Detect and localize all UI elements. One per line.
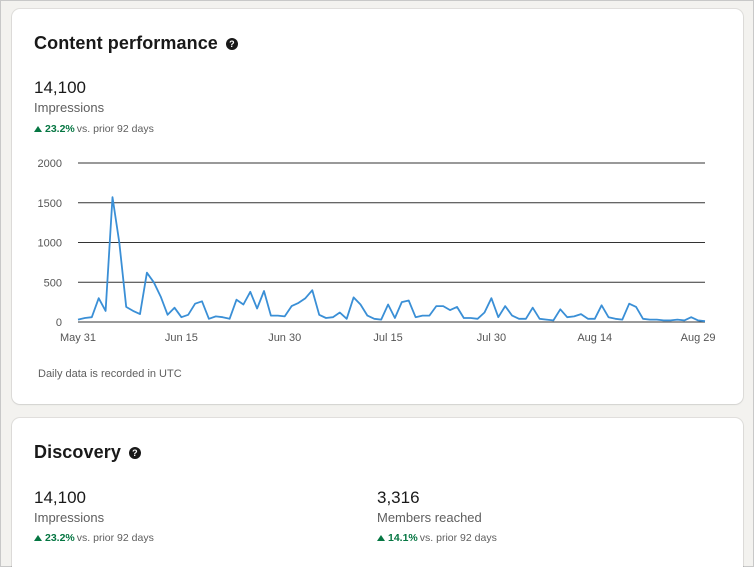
discovery-impressions-label: Impressions [34,510,105,525]
y-tick-label: 1000 [38,238,62,250]
change-percent: 23.2% [45,532,75,544]
utc-footnote: Daily data is recorded in UTC [38,368,182,380]
members-reached-change: 14.1% vs. prior 92 days [377,532,497,544]
discovery-title: Discovery [34,442,121,462]
discovery-card: Discovery ? 14,100 Impressions 23.2% vs.… [12,418,743,567]
impressions-value: 14,100 [34,78,86,97]
x-tick-label: Aug 14 [577,332,612,344]
impressions-change: 23.2% vs. prior 92 days [34,123,154,135]
discovery-impressions-change: 23.2% vs. prior 92 days [34,532,154,544]
x-tick-label: Jun 30 [268,332,301,344]
change-suffix: vs. prior 92 days [419,532,497,544]
x-tick-label: Jul 15 [373,332,402,344]
help-icon[interactable]: ? [225,37,238,50]
x-tick-label: Aug 29 [681,332,716,344]
x-tick-label: Jul 30 [477,332,506,344]
up-arrow-icon [377,535,385,541]
change-suffix: vs. prior 92 days [76,532,154,544]
content-performance-card: Content performance ? 14,100 Impressions… [12,9,743,404]
y-tick-label: 0 [56,317,62,329]
content-performance-heading: Content performance ? [34,33,238,54]
y-tick-label: 2000 [38,158,62,170]
impressions-line-chart[interactable]: 0 500 1000 1500 2000 May 31 Jun 15 Jun 30 Jul 15… [12,151,743,351]
members-reached-value: 3,316 [377,488,420,507]
members-reached-label: Members reached [377,510,482,525]
up-arrow-icon [34,126,42,132]
impressions-label: Impressions [34,100,105,115]
up-arrow-icon [34,535,42,541]
impressions-series-line [77,196,706,323]
discovery-impressions-value: 14,100 [34,488,86,507]
y-tick-label: 1500 [38,198,62,210]
x-tick-label: Jun 15 [165,332,198,344]
content-performance-title: Content performance [34,33,218,53]
change-suffix: vs. prior 92 days [76,123,154,135]
y-tick-label: 500 [44,277,62,289]
change-percent: 23.2% [45,123,75,135]
change-percent: 14.1% [388,532,418,544]
x-tick-label: May 31 [60,332,96,344]
discovery-heading: Discovery ? [34,442,141,463]
help-icon[interactable]: ? [128,446,141,459]
